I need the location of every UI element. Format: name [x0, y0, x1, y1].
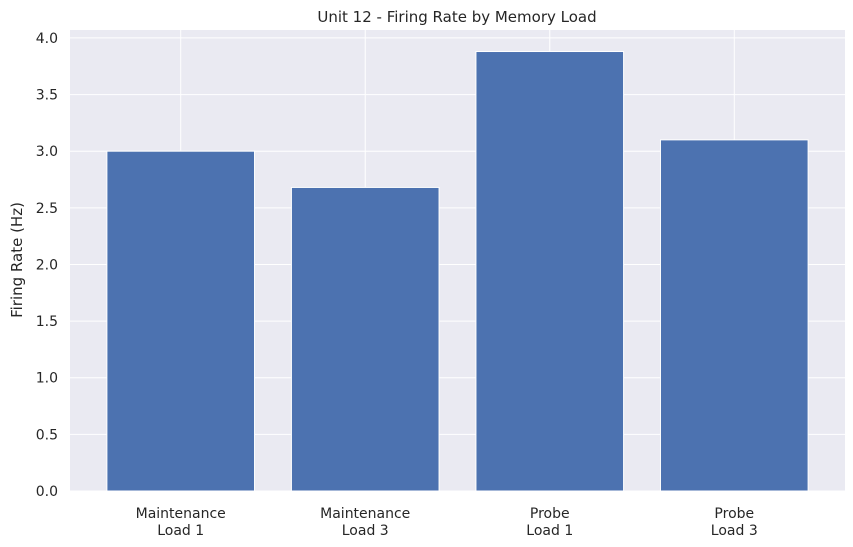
chart-title: Unit 12 - Firing Rate by Memory Load — [317, 8, 596, 26]
y-tick-label: 2.5 — [36, 201, 58, 217]
y-tick-label: 4.0 — [36, 31, 58, 47]
y-axis-label: Firing Rate (Hz) — [8, 202, 26, 318]
x-tick-label-line: Load 1 — [526, 523, 573, 539]
bar — [475, 51, 625, 492]
x-tick-label-line: Load 3 — [711, 523, 758, 539]
x-tick-label-line: Load 3 — [342, 523, 389, 539]
bar — [290, 186, 440, 492]
x-tick-label-line: Load 1 — [157, 523, 204, 539]
y-tick-label: 0.5 — [36, 427, 58, 443]
bar — [659, 139, 809, 492]
x-tick-label-line: Maintenance — [136, 506, 226, 522]
x-tick-label-line: Probe — [530, 506, 570, 522]
y-tick-label: 3.5 — [36, 88, 58, 104]
x-tick-label: Maintenance Load 1 — [136, 506, 226, 539]
x-tick-label: Probe Load 1 — [526, 506, 573, 539]
y-tick-label: 0.0 — [36, 484, 58, 500]
y-tick-labels: 0.0 0.5 1.0 1.5 2.0 2.5 3.0 3.5 4.0 — [36, 31, 58, 500]
x-tick-label-line: Probe — [714, 506, 754, 522]
x-tick-label-line: Maintenance — [320, 506, 410, 522]
bars — [106, 51, 809, 492]
x-tick-label: Maintenance Load 3 — [320, 506, 410, 539]
y-tick-label: 1.0 — [36, 371, 58, 387]
x-tick-label: Probe Load 3 — [711, 506, 758, 539]
y-tick-label: 1.5 — [36, 314, 58, 330]
y-tick-label: 2.0 — [36, 257, 58, 273]
bar — [106, 150, 256, 492]
y-tick-label: 3.0 — [36, 144, 58, 160]
